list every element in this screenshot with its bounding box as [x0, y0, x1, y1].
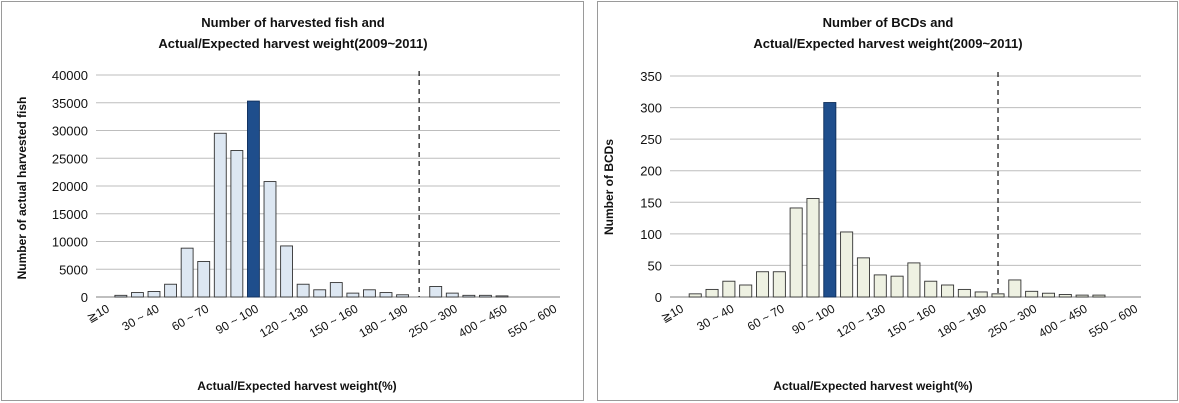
y-tick-label: 200: [640, 164, 662, 179]
y-tick-label: 250: [640, 132, 662, 147]
x-tick-label: 30 ~ 40: [694, 301, 736, 333]
bar: [329, 282, 343, 298]
x-tick-label: ≧10: [659, 301, 687, 325]
y-tick-label: 100: [640, 227, 662, 242]
bar: [890, 275, 904, 298]
bar: [363, 289, 376, 298]
y-tick-label: 25000: [52, 151, 88, 166]
chart-panel-right: Number of BCDs and Actual/Expected harve…: [597, 1, 1178, 401]
bar: [756, 271, 770, 298]
bar: [445, 292, 459, 298]
bar: [722, 280, 736, 298]
bar: [379, 292, 393, 298]
bar: [957, 288, 971, 298]
x-tick-label: 30 ~ 40: [120, 301, 162, 333]
bar: [873, 274, 887, 298]
bar: [164, 283, 177, 298]
x-tick-label: 150 ~ 160: [885, 301, 939, 340]
y-tick-label: 35000: [52, 96, 88, 111]
bar: [263, 181, 277, 298]
x-tick-label: 150 ~ 160: [307, 301, 361, 340]
bar: [688, 293, 702, 298]
chart-title-line-2: Actual/Expected harvest weight(2009~2011…: [158, 36, 427, 51]
x-axis-label: Actual/Expected harvest weight(%): [197, 379, 396, 393]
bar: [789, 207, 803, 298]
bar: [147, 291, 161, 298]
bar-highlighted: [823, 102, 837, 298]
y-tick-label: 50: [648, 258, 662, 273]
bar: [1075, 294, 1089, 298]
x-tick-label: 180 ~ 190: [935, 301, 989, 340]
y-tick-label: 40000: [52, 68, 88, 83]
bar: [280, 245, 293, 298]
bar: [462, 294, 476, 298]
y-tick-label: 5000: [59, 262, 88, 277]
bar: [974, 291, 988, 298]
bar: [739, 284, 753, 298]
x-tick-label: 250 ~ 300: [406, 301, 460, 340]
bar: [230, 150, 244, 298]
bar: [840, 231, 854, 298]
bar: [907, 262, 921, 298]
bar: [1008, 279, 1022, 298]
y-axis-label: Number of actual harvested fish: [15, 97, 29, 280]
x-tick-label: 90 ~ 100: [213, 301, 261, 337]
y-tick-label: 10000: [52, 235, 88, 250]
y-tick-label: 150: [640, 195, 662, 210]
bar-highlighted: [247, 100, 260, 298]
bar: [924, 280, 938, 298]
bar: [1025, 290, 1039, 298]
y-tick-label: 0: [655, 290, 662, 305]
bar: [806, 198, 820, 298]
chart-title-line-1: Number of BCDs and: [823, 15, 954, 30]
chart-title-line-1: Number of harvested fish and: [201, 15, 385, 30]
chart-title-line-2: Actual/Expected harvest weight(2009~2011…: [753, 36, 1022, 51]
bar: [772, 271, 786, 298]
bar: [346, 292, 360, 298]
bar: [1092, 294, 1106, 298]
bar: [396, 294, 409, 298]
y-tick-label: 15000: [52, 207, 88, 222]
bar: [114, 294, 128, 298]
chart-right: Number of BCDs and Actual/Expected harve…: [602, 15, 1141, 393]
chart-left: Number of harvested fish and Actual/Expe…: [15, 15, 560, 393]
bar: [495, 295, 509, 298]
bar: [856, 257, 870, 298]
bar: [180, 247, 194, 298]
y-tick-label: 20000: [52, 179, 88, 194]
chart-panel-left: Number of harvested fish and Actual/Expe…: [1, 1, 584, 401]
bar: [313, 289, 327, 298]
bar: [941, 284, 955, 298]
y-tick-label: 30000: [52, 124, 88, 139]
bar: [991, 293, 1005, 298]
x-tick-label: 180 ~ 190: [357, 301, 411, 340]
bar: [296, 283, 310, 298]
x-tick-label: 90 ~ 100: [790, 301, 838, 337]
bar: [429, 286, 443, 298]
x-tick-label: ≧10: [85, 301, 113, 325]
bar: [1058, 294, 1072, 298]
y-tick-label: 300: [640, 101, 662, 116]
x-axis-label: Actual/Expected harvest weight(%): [773, 379, 972, 393]
x-tick-label: 400 ~ 450: [456, 301, 510, 340]
bar: [705, 288, 719, 298]
y-tick-label: 350: [640, 69, 662, 84]
bar: [197, 261, 211, 298]
x-tick-label: 550 ~ 600: [506, 301, 560, 340]
x-tick-label: 250 ~ 300: [986, 301, 1040, 340]
x-tick-label: 400 ~ 450: [1036, 301, 1090, 340]
bar: [1041, 292, 1055, 298]
y-axis-label: Number of BCDs: [602, 139, 616, 235]
y-tick-label: 0: [81, 290, 88, 305]
x-tick-label: 120 ~ 130: [257, 301, 311, 340]
x-tick-label: 60 ~ 70: [745, 301, 787, 333]
x-tick-label: 120 ~ 130: [834, 301, 888, 340]
bar: [479, 294, 492, 298]
x-tick-label: 550 ~ 600: [1087, 301, 1141, 340]
bar: [213, 132, 227, 298]
x-tick-label: 60 ~ 70: [169, 301, 211, 333]
bar: [131, 292, 144, 298]
